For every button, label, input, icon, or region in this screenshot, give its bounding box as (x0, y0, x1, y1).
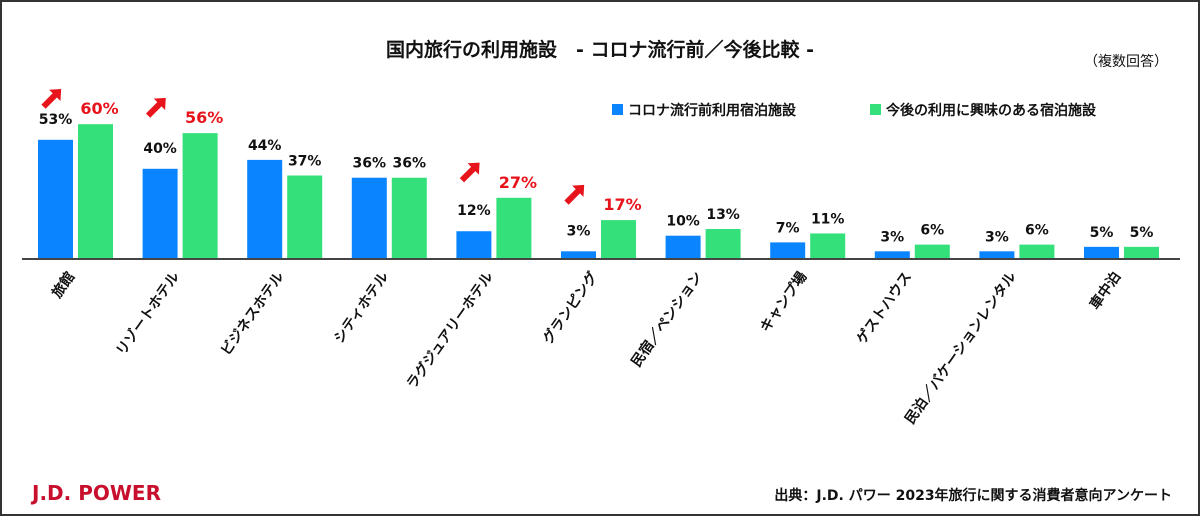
data-label: 3% (985, 229, 1009, 245)
x-tick-label: ゲストハウス (853, 269, 915, 348)
jd-power-logo: J.D. POWER (30, 481, 161, 505)
increase-arrow-icon (41, 89, 62, 109)
bar (810, 233, 846, 258)
data-label: 37% (288, 153, 322, 169)
bar (770, 242, 806, 258)
x-tick-label: 旅館 (48, 269, 78, 302)
data-label: 13% (706, 207, 740, 223)
x-tick-label: ラグジュアリーホテル (403, 269, 497, 392)
x-tick-label: 民宿／ペンション (628, 269, 706, 370)
data-label: 44% (248, 138, 282, 154)
data-label: 12% (457, 203, 491, 219)
x-tick-label: 民泊／バケーションレンタル (902, 269, 1020, 428)
bar (142, 168, 178, 258)
bar (38, 139, 73, 258)
bar (182, 133, 218, 258)
bar (705, 229, 741, 258)
bar (351, 177, 387, 258)
bar (1084, 246, 1119, 258)
data-label: 27% (499, 173, 537, 192)
x-tick-label: 車中泊 (1086, 269, 1124, 313)
x-tick-label: リゾートホテル (113, 269, 183, 359)
data-label: 5% (1130, 225, 1154, 241)
data-label: 36% (393, 156, 427, 172)
bar (456, 231, 492, 258)
increase-arrow-icon (459, 162, 480, 183)
chart-title: 国内旅行の利用施設 - コロナ流行前／今後比較 - (386, 38, 814, 61)
data-label: 6% (920, 223, 944, 239)
x-axis-labels: 旅館 リゾートホテル ビジネスホテル シティホテル ラグジュアリーホテル グランピング 民宿… (48, 269, 1124, 428)
x-tick-label: ビジネスホテル (218, 269, 287, 358)
legend-label: コロナ流行前利用宿泊施設 (628, 102, 797, 119)
data-label: 36% (353, 156, 387, 172)
bar (287, 175, 323, 258)
data-label: 53% (39, 112, 73, 128)
bar (874, 251, 910, 258)
data-label: 11% (811, 211, 845, 227)
data-label: 17% (603, 195, 641, 214)
legend-label: 今後の利用に興味のある宿泊施設 (885, 102, 1097, 119)
bar (979, 251, 1015, 258)
data-label: 3% (567, 223, 591, 239)
legend: コロナ流行前利用宿泊施設 今後の利用に興味のある宿泊施設 (612, 102, 1097, 119)
bar (561, 251, 596, 258)
bar (914, 244, 950, 258)
bar (496, 197, 532, 258)
bar (601, 220, 636, 258)
bar (665, 235, 701, 258)
legend-swatch (612, 104, 623, 115)
bar (1124, 246, 1159, 258)
increase-arrow-icon (145, 97, 166, 118)
bar (247, 159, 283, 258)
legend-swatch (870, 104, 881, 115)
data-label: 56% (185, 108, 223, 127)
x-tick-label: キャンプ場 (757, 269, 811, 336)
bar (1019, 244, 1055, 258)
x-tick-label: シティホテル (331, 269, 392, 346)
increase-arrow-icon (564, 184, 585, 205)
data-label: 5% (1090, 225, 1114, 241)
data-label: 60% (80, 99, 118, 118)
bars: 53% 60% 40% 56% 44% 37% 36% 36% 12% 27% 3% 17% 10% 13… (38, 89, 1159, 258)
bar (78, 124, 113, 258)
data-label: 10% (666, 214, 700, 230)
source-note: 出典：J.D. パワー 2023年旅行に関する消費者意向アンケート (774, 487, 1172, 504)
data-label: 3% (880, 229, 904, 245)
data-label: 40% (143, 141, 177, 157)
data-label: 7% (776, 220, 800, 236)
data-label: 6% (1025, 223, 1049, 239)
x-tick-label: グランピング (539, 269, 601, 348)
bar (391, 177, 427, 258)
chart-subtitle: （複数回答） (1084, 53, 1168, 70)
